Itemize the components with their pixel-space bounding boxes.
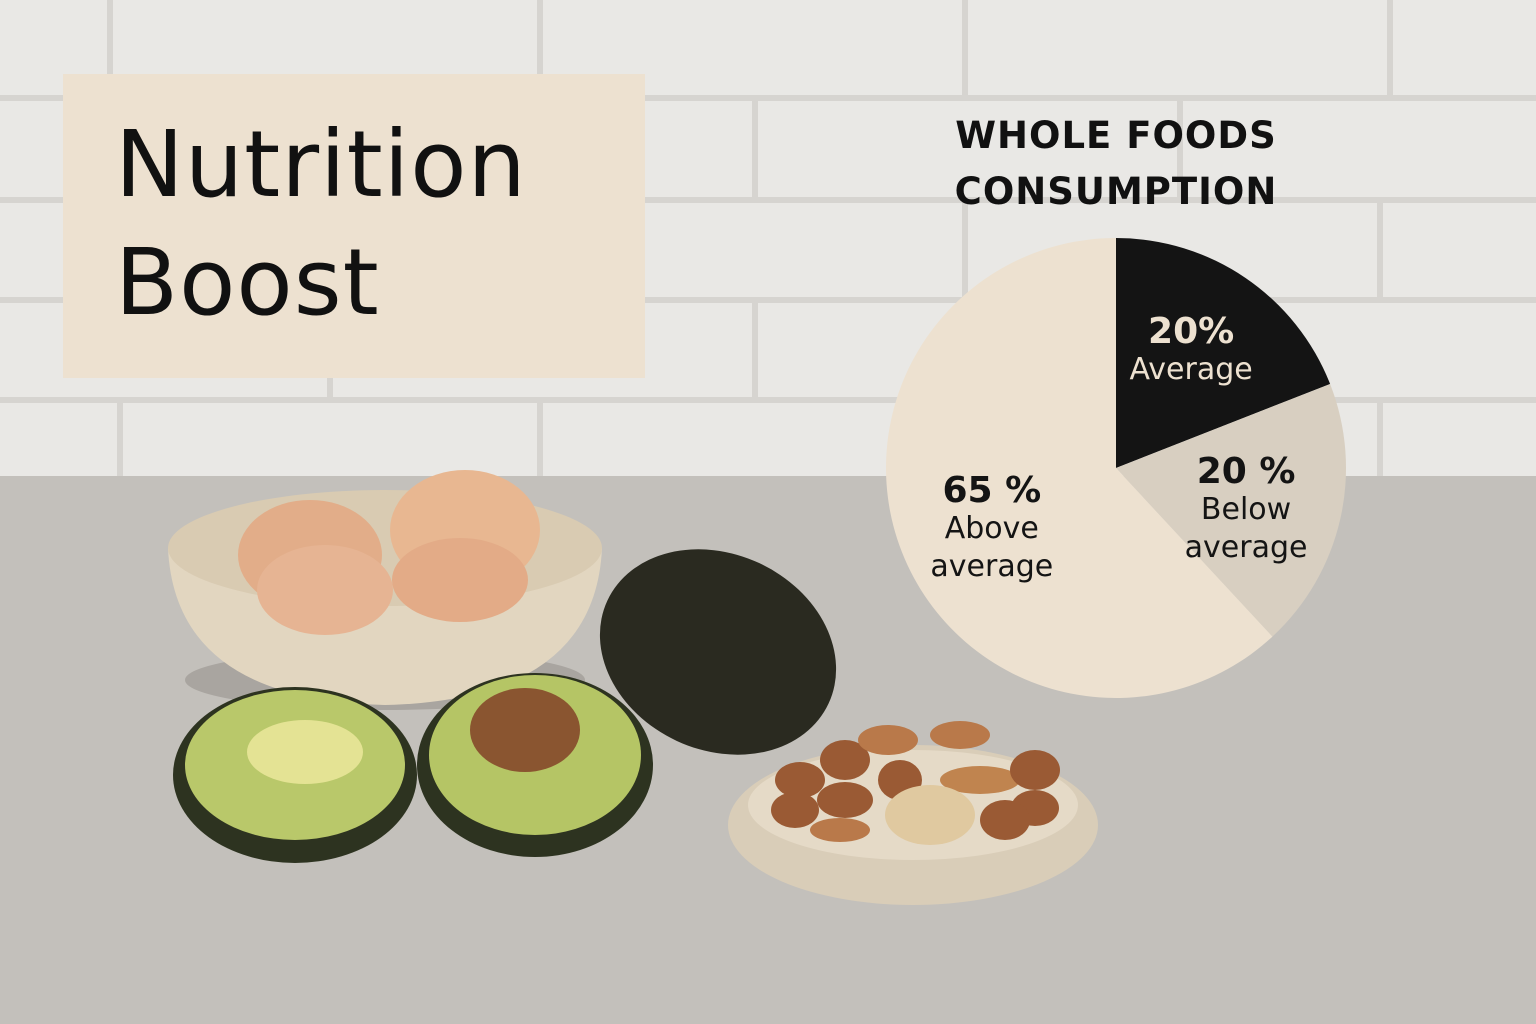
- slice-label: 65 % Above average: [917, 469, 1067, 586]
- slice-label: 20 % Below average: [1171, 450, 1321, 567]
- slice-category-label: Above average: [930, 510, 1054, 584]
- slice-category-label: Below average: [1184, 491, 1308, 565]
- avocado-pit-hole: [247, 720, 363, 784]
- nuts: [771, 721, 1060, 845]
- avocado-whole: [599, 549, 837, 755]
- pie-slice: [1116, 383, 1346, 637]
- slice-label: 20% Average: [1116, 310, 1266, 389]
- slice-category-label: Average: [1129, 351, 1253, 387]
- egg: [257, 545, 393, 635]
- pie-slice: [1116, 238, 1331, 468]
- slice-value-label: 65 %: [942, 469, 1042, 511]
- banner-title: Nutrition Boost: [115, 111, 527, 336]
- pie-slice: [885, 238, 1273, 698]
- banner: Nutrition Boost: [63, 74, 645, 378]
- slice-value-label: 20%: [1148, 310, 1235, 352]
- slice-value-label: 20 %: [1196, 450, 1296, 492]
- chart-title: WHOLE FOODS CONSUMPTION: [954, 114, 1278, 213]
- avocado-pit: [470, 688, 580, 772]
- pie-chart: [885, 238, 1346, 698]
- egg: [392, 538, 528, 622]
